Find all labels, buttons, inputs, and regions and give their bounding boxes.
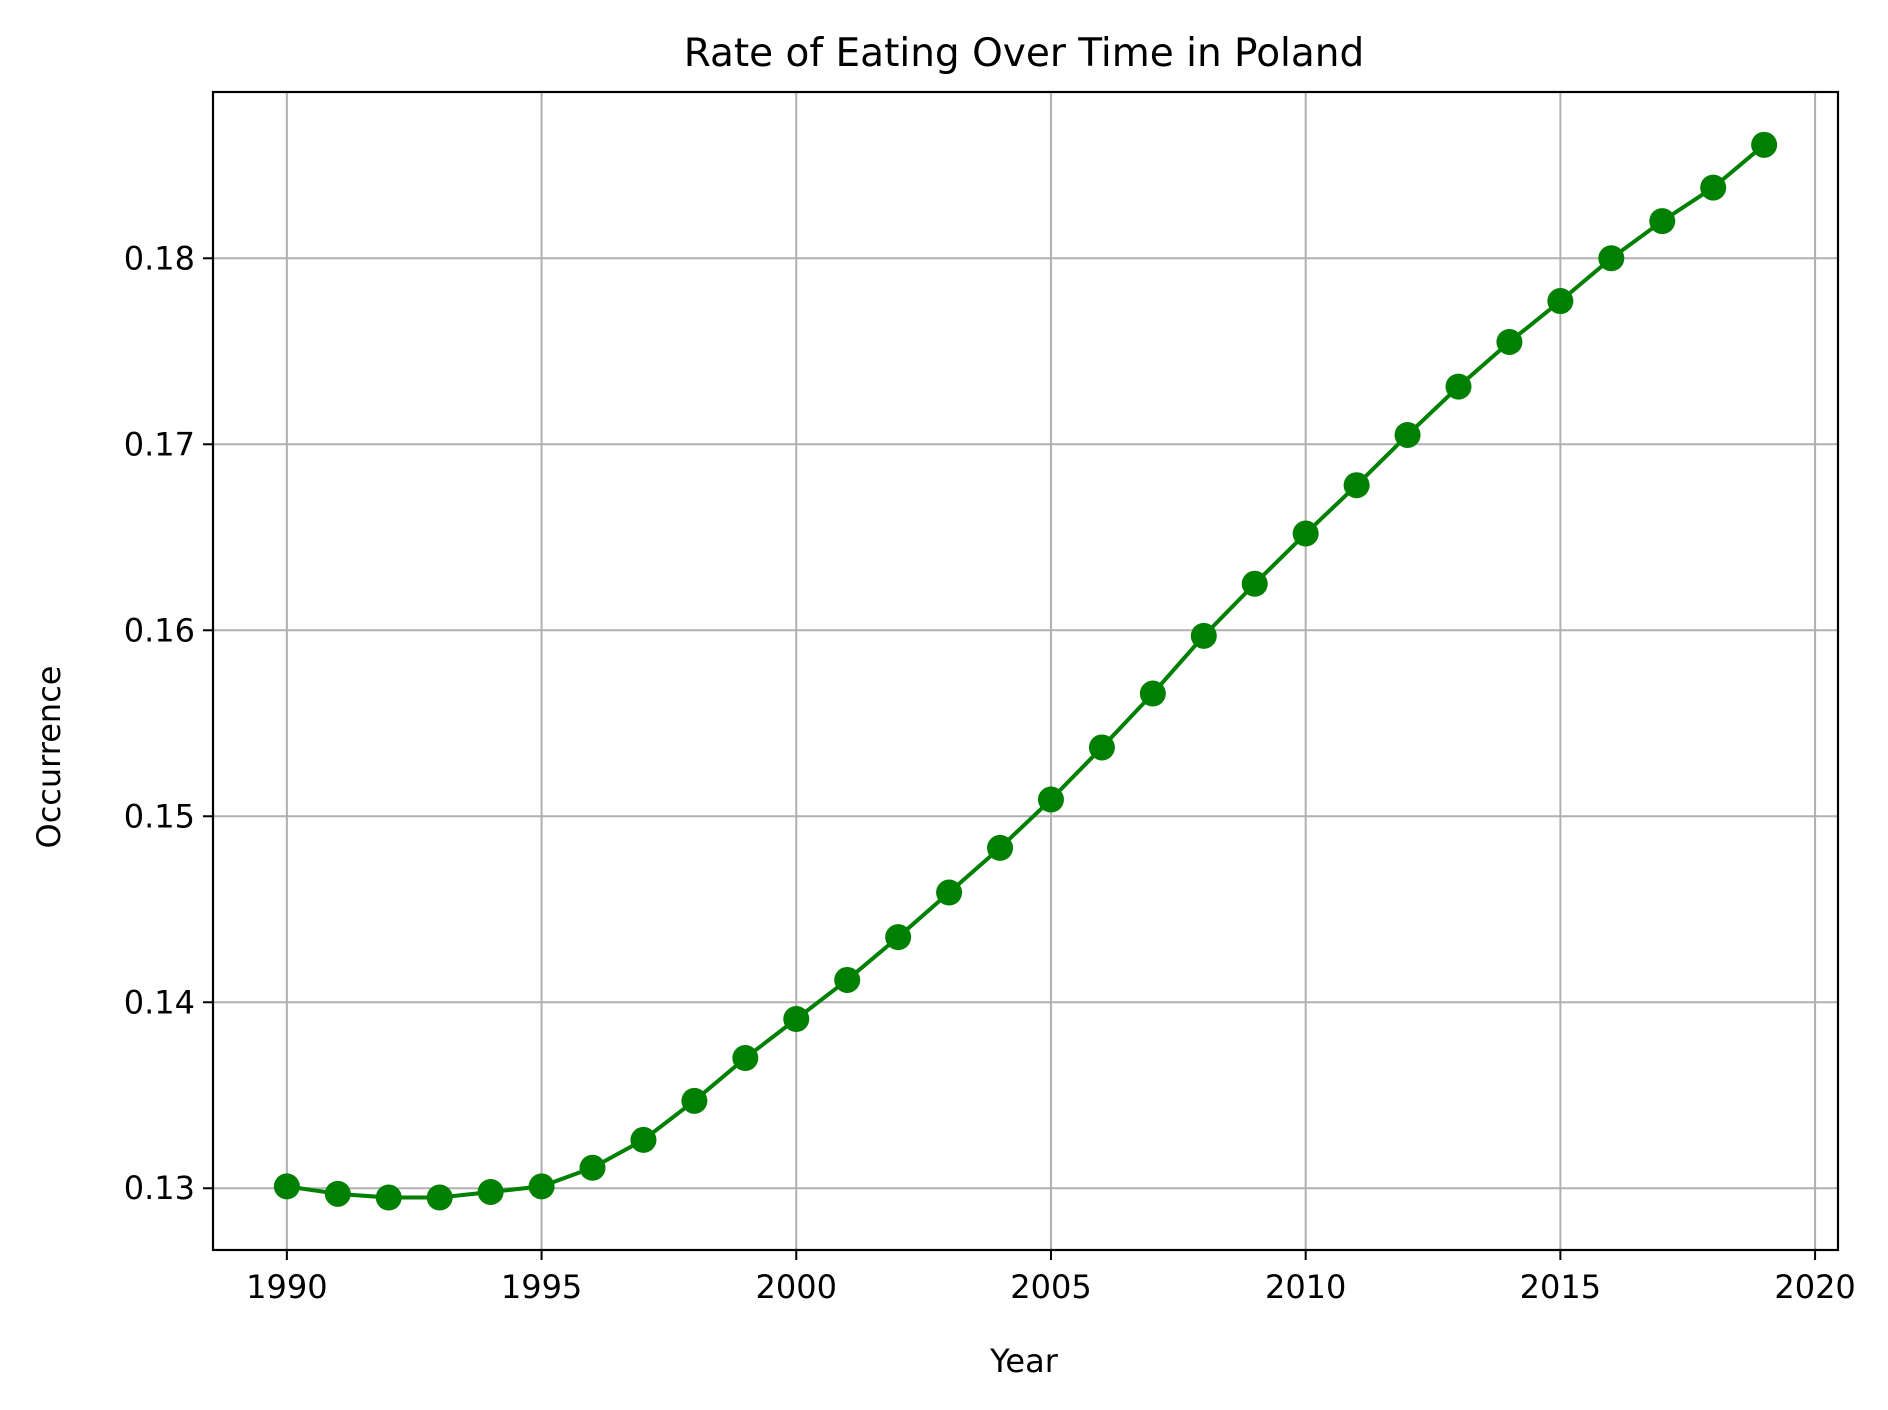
plot-frame [211, 90, 1840, 1252]
y-axis-label: Occurrence [30, 666, 68, 849]
y-tick-label: 0.14 [124, 983, 195, 1021]
x-tick-label: 2020 [1774, 1268, 1855, 1306]
data-point [1037, 786, 1064, 813]
data-point [885, 924, 912, 951]
data-point [1088, 734, 1115, 761]
chart-title: Rate of Eating Over Time in Poland [684, 31, 1365, 76]
data-point [477, 1178, 504, 1205]
x-tick-label: 2000 [756, 1268, 837, 1306]
data-point [273, 1173, 300, 1200]
data-point [1445, 373, 1472, 400]
x-axis-label: Year [989, 1342, 1059, 1380]
x-tick-label: 2005 [1010, 1268, 1091, 1306]
data-point [1751, 131, 1778, 158]
data-point [375, 1184, 402, 1211]
data-point [1496, 328, 1523, 355]
x-tick-label: 1995 [501, 1268, 582, 1306]
x-tick-label: 2010 [1265, 1268, 1346, 1306]
y-tick-label: 0.15 [124, 797, 195, 835]
data-point [681, 1087, 708, 1114]
series-layer [273, 131, 1778, 1211]
data-point [1190, 622, 1217, 649]
data-point [732, 1045, 759, 1072]
data-point [936, 879, 963, 906]
data-point [1292, 520, 1319, 547]
data-point [579, 1154, 606, 1181]
y-tick-label: 0.13 [124, 1169, 195, 1207]
data-point [987, 834, 1014, 861]
data-point [1394, 421, 1421, 448]
data-point [1700, 174, 1727, 201]
y-tick-label: 0.16 [124, 611, 195, 649]
data-point [528, 1173, 555, 1200]
x-tick-label: 2015 [1520, 1268, 1601, 1306]
x-tick-label: 1990 [246, 1268, 327, 1306]
data-point [834, 966, 861, 993]
data-point [1241, 570, 1268, 597]
y-tick-label: 0.18 [124, 239, 195, 277]
data-point [1343, 472, 1370, 499]
axis-ticks: 1990 1995 2000 2005 2010 2015 2020 0.13 0.14 0.15… [124, 239, 1856, 1306]
data-point [1649, 208, 1676, 235]
data-point [1139, 680, 1166, 707]
y-tick-label: 0.17 [124, 425, 195, 463]
data-point [324, 1180, 351, 1207]
data-point [1598, 245, 1625, 272]
data-point [1547, 288, 1574, 315]
data-point [783, 1006, 810, 1032]
data-point [426, 1184, 453, 1211]
data-point [630, 1126, 657, 1153]
